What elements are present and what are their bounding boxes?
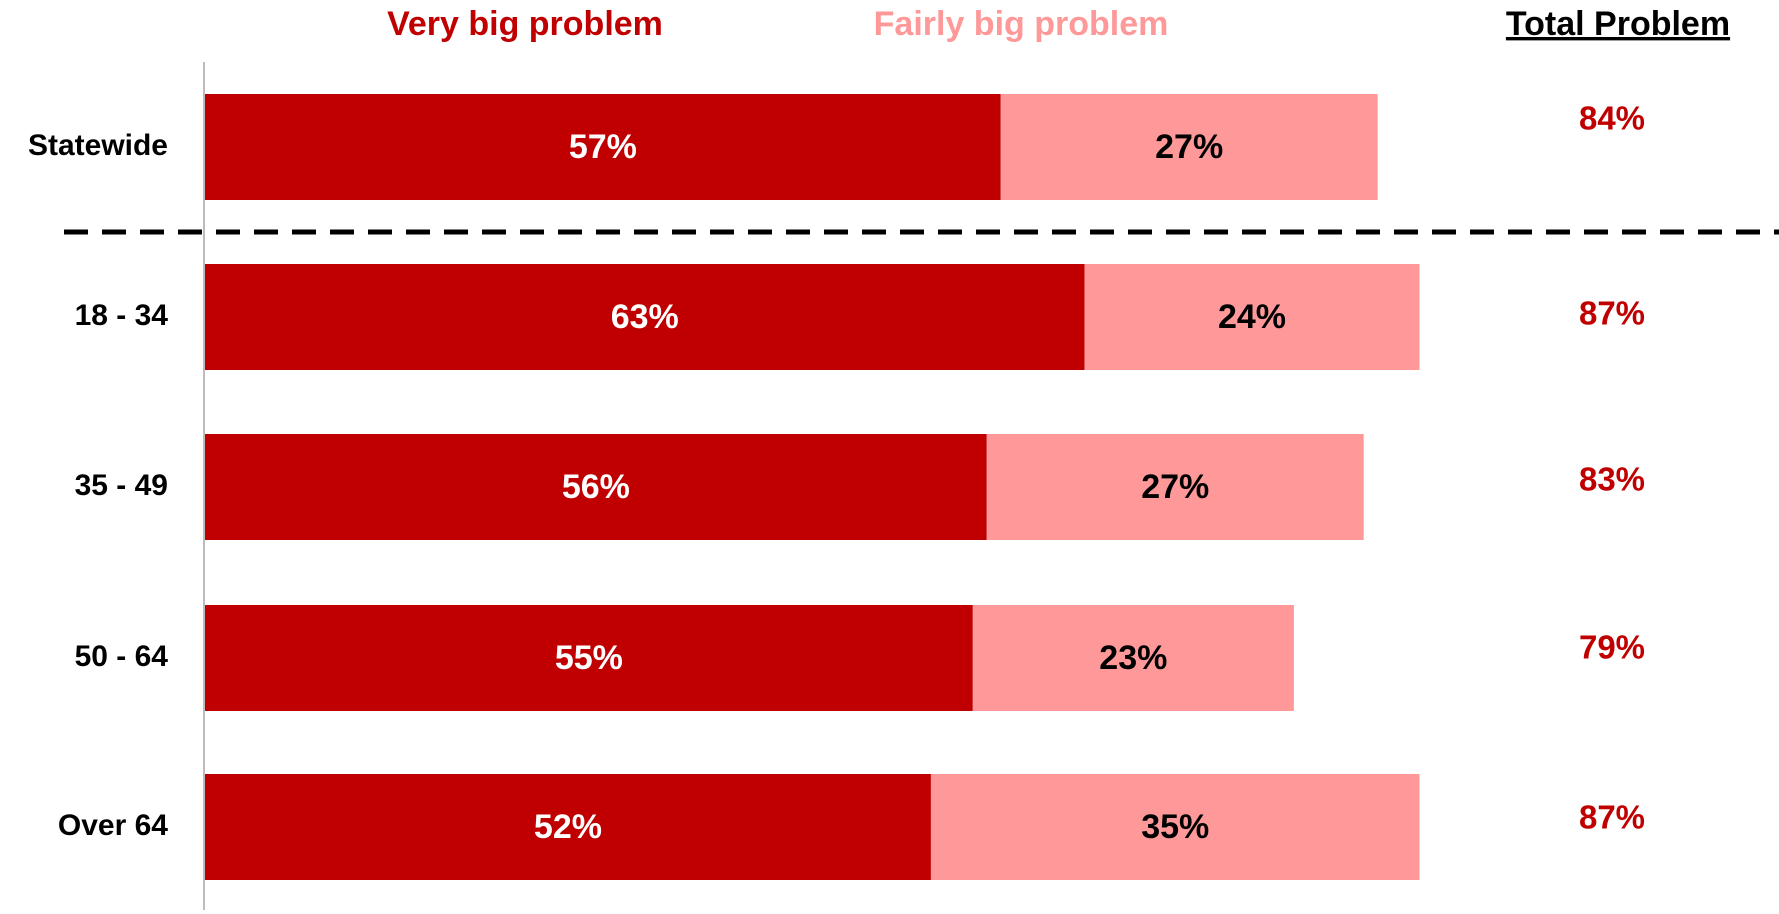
total-label: 87% <box>1579 799 1645 836</box>
category-label: 35 - 49 <box>75 469 168 502</box>
total-label: 84% <box>1579 100 1645 137</box>
data-label: 56% <box>562 468 630 506</box>
bar-segment <box>205 434 987 540</box>
data-label: 24% <box>1218 298 1286 336</box>
total-label: 79% <box>1579 629 1645 666</box>
bar-segment <box>930 774 1420 880</box>
category-label: 18 - 34 <box>75 299 169 332</box>
data-label: 57% <box>569 128 637 166</box>
legend-entry: Very big problem <box>387 5 663 43</box>
category-label: Statewide <box>28 129 168 162</box>
totals-title: Total Problem <box>1506 5 1730 43</box>
data-label: 52% <box>534 808 602 846</box>
bar-segment <box>205 605 973 711</box>
data-label: 27% <box>1141 468 1209 506</box>
bar-segment <box>205 774 931 880</box>
category-label: Over 64 <box>58 809 168 842</box>
bar-segment <box>205 264 1085 370</box>
bar-segment <box>1000 94 1378 200</box>
category-label: 50 - 64 <box>75 640 169 673</box>
bar-segment <box>986 434 1364 540</box>
legend-entry: Fairly big problem <box>874 5 1169 43</box>
data-label: 63% <box>611 298 679 336</box>
total-label: 83% <box>1579 461 1645 498</box>
bar-segment <box>1084 264 1420 370</box>
data-label: 23% <box>1099 639 1167 677</box>
total-label: 87% <box>1579 295 1645 332</box>
data-label: 27% <box>1155 128 1223 166</box>
bar-segment <box>205 94 1001 200</box>
data-label: 55% <box>555 639 623 677</box>
data-label: 35% <box>1141 808 1209 846</box>
bar-segment <box>972 605 1294 711</box>
